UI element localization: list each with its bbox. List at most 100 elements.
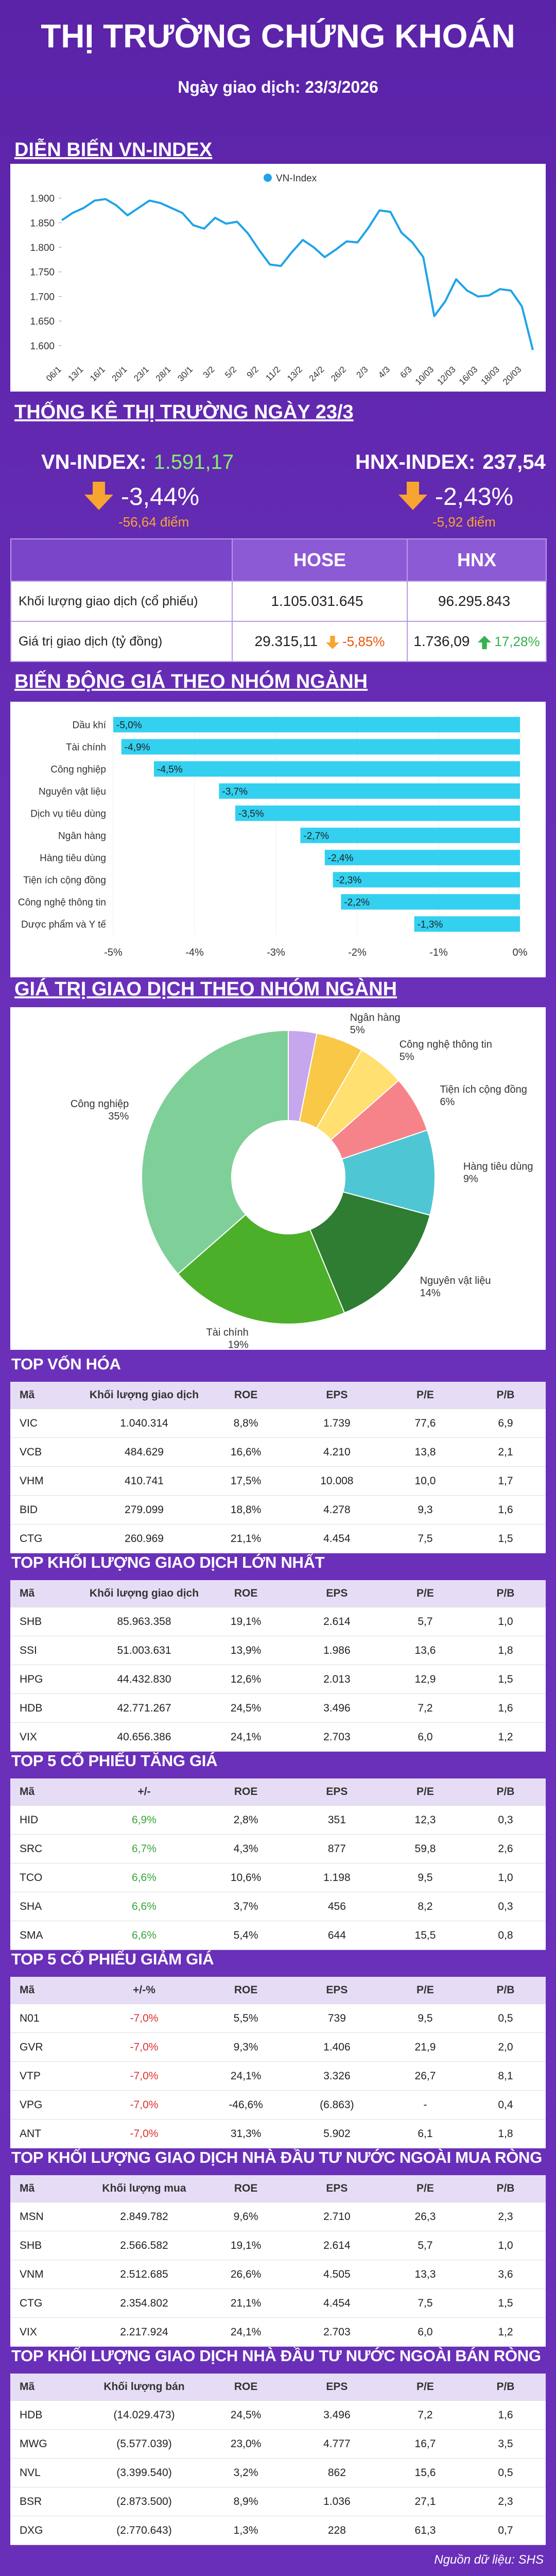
header-cell: P/E <box>385 1778 465 1806</box>
cell: 484.629 <box>85 1437 203 1467</box>
thead: Mã Khối lượng mua ROE EPS P/E P/B <box>10 2175 546 2202</box>
cell: 4.454 <box>288 2289 385 2318</box>
cell: 10.008 <box>288 1466 385 1496</box>
cell: 61,3 <box>385 2516 465 2545</box>
cell: 27,1 <box>385 2487 465 2516</box>
row: VCB 484.629 16,6% 4.210 13,8 2,1 <box>10 1437 546 1467</box>
cell: ANT <box>10 2119 85 2148</box>
row: VNM 2.512.685 26,6% 4.505 13,3 3,6 <box>10 2260 546 2289</box>
value-label: -4,9% <box>125 742 150 753</box>
cell: 5,7 <box>385 1607 465 1636</box>
row: MSN 2.849.782 9,6% 2.710 26,3 2,3 <box>10 2202 546 2231</box>
category-label: Dược phẩm và Y tế <box>21 920 106 930</box>
value-label: -5,0% <box>116 720 142 731</box>
section-title: BIẾN ĐỘNG GIÁ THEO NHÓM NGÀNH <box>14 669 368 692</box>
cell: 2.849.782 <box>85 2202 203 2231</box>
cell: 1.739 <box>288 1409 385 1438</box>
header-cell: ROE <box>203 1580 289 1607</box>
cell: 8,2 <box>385 1892 465 1921</box>
cell: 2,6 <box>465 1834 546 1863</box>
cell: (2.873.500) <box>85 2487 203 2516</box>
slice-value: 6% <box>440 1096 455 1108</box>
row: HID 6,9% 2,8% 351 12,3 0,3 <box>10 1805 546 1835</box>
cell: 2.710 <box>288 2202 385 2231</box>
index-change-pct: -3,44% <box>121 483 199 511</box>
row: VIC 1.040.314 8,8% 1.739 77,6 6,9 <box>10 1409 546 1438</box>
row: VHM 410.741 17,5% 10.008 10,0 1,7 <box>10 1466 546 1496</box>
thead: Mã +/- ROE EPS P/E P/B <box>10 1778 546 1806</box>
data-table: Mã +/-% ROE EPS P/E P/B N01 -7,0% 5,5% 739 9,5 0,5 G… <box>10 1977 546 2148</box>
slice-label: Hàng tiêu dùng <box>463 1161 533 1173</box>
tbody: VIC 1.040.314 8,8% 1.739 77,6 6,9 VCB 484.629 16… <box>10 1409 546 1553</box>
y-tick-label: 1.650 <box>30 316 55 327</box>
cell: 16,7 <box>385 2429 465 2459</box>
cell: SMA <box>10 1921 85 1950</box>
slice-label: Công nghiệp <box>71 1098 129 1110</box>
y-tick-label: 1.900 <box>30 194 55 205</box>
cell: 1.406 <box>288 2032 385 2062</box>
cell: TCO <box>10 1863 85 1892</box>
cell: -7,0% <box>85 2090 203 2120</box>
header-row: Mã Khối lượng bán ROE EPS P/E P/B <box>10 2374 546 2401</box>
cell: 13,6 <box>385 1636 465 1665</box>
cell: (2.770.643) <box>85 2516 203 2545</box>
header-cell: P/B <box>465 2175 546 2202</box>
cell: 2,3 <box>465 2202 546 2231</box>
cell: 5,7 <box>385 2231 465 2260</box>
line-panel <box>10 164 546 392</box>
cell: 6,6% <box>85 1892 203 1921</box>
cell: 0,3 <box>465 1892 546 1921</box>
cell: HDB <box>10 2400 85 2430</box>
cell: 739 <box>288 2004 385 2033</box>
row: SSI 51.003.631 13,9% 1.986 13,6 1,8 <box>10 1636 546 1665</box>
cell: 9,5 <box>385 1863 465 1892</box>
cell: 1,5 <box>465 1524 546 1553</box>
table-wrap: Mã +/- ROE EPS P/E P/B HID 6,9% 2,8% 351 12,3 0,3 SR… <box>10 1778 546 1950</box>
header-row: Mã +/- ROE EPS P/E P/B <box>10 1778 546 1806</box>
header-cell: P/E <box>385 2374 465 2401</box>
header-cell: EPS <box>288 2374 385 2401</box>
cell: VIX <box>10 1722 85 1752</box>
cell: DXG <box>10 2516 85 2545</box>
cell: 1,6 <box>465 1495 546 1524</box>
row-label: Giá trị giao dịch (tỷ đồng) <box>10 621 233 662</box>
cell: 1,0 <box>465 1607 546 1636</box>
cell: 260.969 <box>85 1524 203 1553</box>
cell: 279.099 <box>85 1495 203 1524</box>
cell: 3.326 <box>288 2061 385 2091</box>
value-cell: 96.295.843 <box>407 581 547 622</box>
category-label: Công nghệ thông tin <box>18 897 106 908</box>
cell: 5.902 <box>288 2119 385 2148</box>
value-text: 1.736,09 <box>413 633 470 649</box>
bar <box>341 894 520 910</box>
cell: SHA <box>10 1892 85 1921</box>
x-tick-label: -4% <box>185 947 204 958</box>
y-tick-label: 1.600 <box>30 341 55 352</box>
bar <box>324 850 520 866</box>
table-title: TOP VỐN HÓA <box>11 1355 121 1373</box>
cell: 2.614 <box>288 1607 385 1636</box>
cell: (5.577.039) <box>85 2429 203 2459</box>
cell: 13,3 <box>385 2260 465 2289</box>
header-cell: P/B <box>465 1382 546 1409</box>
header-cell: Khối lượng mua <box>85 2175 203 2202</box>
slice-label: Ngân hàng <box>350 1012 401 1024</box>
cell: 1.198 <box>288 1863 385 1892</box>
table-wrap: Mã Khối lượng bán ROE EPS P/E P/B HDB (14.029.4… <box>10 2374 546 2545</box>
header-cell: Khối lượng giao dịch <box>85 1382 203 1409</box>
cell: BID <box>10 1495 85 1524</box>
cell: 1,8 <box>465 2119 546 2148</box>
cell: 9,5 <box>385 2004 465 2033</box>
index-line: HNX-INDEX: 237,54 <box>355 451 546 473</box>
row: Giá trị giao dịch (tỷ đồng) 29.315,11 -5,8… <box>10 621 547 662</box>
category-label: Công nghiệp <box>50 765 106 775</box>
x-tick-label: 0% <box>513 947 528 958</box>
cell: BSR <box>10 2487 85 2516</box>
row: MWG (5.577.039) 23,0% 4.777 16,7 3,5 <box>10 2429 546 2459</box>
cell: 1,5 <box>465 1665 546 1694</box>
cell: 6,9% <box>85 1805 203 1835</box>
header-cell: EPS <box>288 1977 385 2004</box>
cell: 1.040.314 <box>85 1409 203 1438</box>
row: VIX 40.656.386 24,1% 2.703 6,0 1,2 <box>10 1722 546 1752</box>
cell: 13,8 <box>385 1437 465 1467</box>
